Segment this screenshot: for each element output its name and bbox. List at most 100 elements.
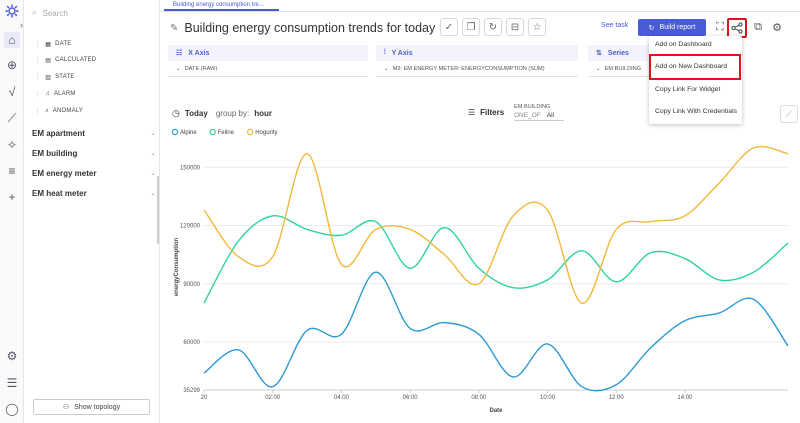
legend-marker — [209, 128, 216, 136]
x-axis-value[interactable]: ⌄ DATE (RAW) — [168, 61, 368, 77]
window-button[interactable]: ⧉ — [749, 18, 767, 36]
y-tick-label: 35299 — [183, 388, 200, 394]
drag-handle-icon[interactable]: ⋮ — [34, 57, 42, 64]
sidebar-scrollbar[interactable] — [157, 176, 159, 244]
x-tick-label: 10:00 — [540, 395, 556, 401]
formula-icon[interactable]: √ — [8, 85, 16, 99]
home-icon[interactable]: ⌂ — [4, 32, 20, 48]
group-em-building[interactable]: EM building ⌄ — [32, 146, 156, 160]
logo-icon — [4, 3, 20, 19]
share-menu: Add on Dashboard Add on New Dashboard Co… — [649, 36, 742, 124]
build-report-button[interactable]: ↻ Build report — [638, 19, 706, 36]
series-value-text: EM BUILDING — [604, 65, 642, 72]
group-em-energy-meter[interactable]: EM energy meter ⌄ — [32, 166, 156, 180]
y-tick-label: 120000 — [180, 224, 201, 230]
menu-item-add-on-new-dashboard[interactable]: Add on New Dashboard — [655, 63, 728, 70]
star-icon: ☆ — [532, 21, 542, 33]
y-axis-value[interactable]: ⌄ M3: EM ENERGY METER: ENERGYCONSUMPTION … — [376, 61, 578, 77]
field-item-state[interactable]: ⋮ ▥ STATE — [34, 71, 75, 83]
delete-button[interactable]: ⊟ — [506, 18, 524, 36]
x-axis-label: Date — [489, 408, 503, 414]
show-topology-label: Show topology — [74, 403, 121, 411]
collapse-chevron-icon[interactable]: › — [20, 20, 23, 30]
filter-field-label: EM BUILDING — [514, 104, 551, 110]
series-header[interactable]: ⇅ Series — [588, 45, 650, 61]
favorite-button[interactable]: ☆ — [528, 18, 546, 36]
highlight-box — [649, 54, 741, 80]
search-analytics-icon[interactable]: ⊕ — [6, 58, 18, 72]
drag-handle-icon[interactable]: ⋮ — [34, 74, 42, 81]
user-icon[interactable]: ◯ — [5, 402, 19, 416]
magic-icon[interactable]: ✧ — [6, 138, 18, 152]
menu-item-copy-link-credentials[interactable]: Copy Link With Credentials — [655, 108, 737, 115]
magnifier-icon: ⌕ — [45, 107, 49, 114]
see-task-link[interactable]: See task — [601, 22, 629, 29]
chart-type-button[interactable]: ⟋ — [780, 105, 798, 123]
filters-button[interactable]: ☰ Filters — [468, 108, 504, 117]
field-sidebar: ⌕ Search › ⋮ ▦ DATE ⋮ ▤ CALCULATED ⋮ ▥ STATE ⋮… — [20, 0, 160, 423]
drag-handle-icon[interactable]: ⋮ — [34, 108, 42, 115]
energy-chart: 35299 60000 90000 120000 150000 20 02:00 04:00 0… — [171, 128, 789, 414]
chevron-down-icon: ⌄ — [150, 150, 156, 157]
group-by-value[interactable]: hour — [254, 109, 272, 118]
tab-divider — [160, 11, 800, 12]
y-tick-label: 150000 — [180, 165, 201, 171]
y-axis-panel: ⦙ Y Axis ⌄ M3: EM ENERGY METER: ENERGYCONS… — [376, 45, 578, 77]
menu-item-add-on-dashboard[interactable]: Add on Dashboard — [655, 41, 712, 48]
page-title: ✎ Building energy consumption trends for… — [170, 20, 435, 36]
menu-icon[interactable]: ≡ — [8, 164, 16, 178]
list-icon: ▥ — [45, 74, 52, 81]
line-chart-icon: ⟋ — [785, 108, 793, 119]
y-axis-label: energyConsumption — [174, 238, 180, 297]
field-label: DATE — [55, 41, 72, 47]
field-item-alarm[interactable]: ⋮ ♫ ALARM — [34, 88, 76, 100]
settings-button[interactable]: ⚙ — [768, 18, 786, 36]
x-tick-label: 02:00 — [265, 395, 281, 401]
field-item-calculated[interactable]: ⋮ ▤ CALCULATED — [34, 54, 96, 66]
sidebar-search[interactable]: ⌕ Search — [32, 6, 152, 20]
page-title-text[interactable]: Building energy consumption trends for t… — [184, 21, 436, 35]
filter-value-select[interactable]: ONE_OF All — [514, 112, 564, 121]
y-tick-label: 60000 — [183, 340, 200, 346]
field-label: ANOMALY — [52, 108, 84, 114]
icon-rail: ⌂ ⊕ √ ⟋ ✧ ≡ + ⚙ ☰ ◯ — [0, 0, 24, 423]
check-button[interactable]: ✓ — [440, 18, 458, 36]
menu-item-copy-link-widget[interactable]: Copy Link For Widget — [655, 86, 721, 93]
field-label: ALARM — [53, 91, 76, 97]
y-axis-header[interactable]: ⦙ Y Axis — [376, 45, 578, 61]
copy-button[interactable]: ❐ — [462, 18, 480, 36]
legend-entry-hogurity: Hogurity — [255, 130, 277, 136]
drag-handle-icon[interactable]: ⋮ — [34, 91, 42, 98]
pencil-icon[interactable]: ✎ — [170, 22, 179, 34]
search-input[interactable]: Search — [42, 8, 68, 18]
x-axis-panel: ☷ X Axis ⌄ DATE (RAW) — [168, 45, 368, 77]
drag-handle-icon[interactable]: ⋮ — [34, 41, 42, 48]
fullscreen-button[interactable]: ⛶ — [711, 18, 729, 36]
grid-icon: ▤ — [45, 57, 52, 64]
x-axis-header[interactable]: ☷ X Axis — [168, 45, 368, 61]
gear-icon: ⚙ — [772, 21, 782, 34]
sliders-icon[interactable]: ☰ — [6, 376, 18, 390]
show-topology-button[interactable]: ⚇ Show topology — [33, 399, 150, 415]
group-label: EM building — [32, 148, 78, 158]
trend-icon[interactable]: ⟋ — [7, 110, 17, 125]
time-range[interactable]: ◷ Today group by: hour — [172, 108, 272, 119]
plus-icon[interactable]: + — [8, 190, 16, 204]
tab-report[interactable]: Building energy consumption tre... — [164, 0, 279, 11]
group-em-apartment[interactable]: EM apartment ⌄ — [32, 126, 156, 140]
filter-operator: ONE_OF — [514, 112, 541, 119]
copy-icon: ❐ — [466, 21, 476, 33]
field-item-anomaly[interactable]: ⋮ ⌕ ANOMALY — [34, 105, 83, 117]
tab-label: Building energy consumption tre... — [173, 1, 264, 8]
gear-icon[interactable]: ⚙ — [6, 349, 18, 363]
refresh-button[interactable]: ↻ — [484, 18, 502, 36]
field-item-date[interactable]: ⋮ ▦ DATE — [34, 38, 71, 50]
series-value[interactable]: ⌄ EM BUILDING — [588, 61, 650, 77]
windows-icon: ⧉ — [754, 20, 762, 33]
y-axis-title: Y Axis — [391, 49, 413, 57]
group-label: EM apartment — [32, 128, 85, 138]
share-button[interactable] — [727, 18, 747, 38]
y-axis-value-text: M3: EM ENERGY METER: ENERGYCONSUMPTION (… — [392, 65, 545, 72]
chevron-down-icon: ⌄ — [150, 190, 156, 197]
group-em-heat-meter[interactable]: EM heat meter ⌄ — [32, 186, 156, 200]
